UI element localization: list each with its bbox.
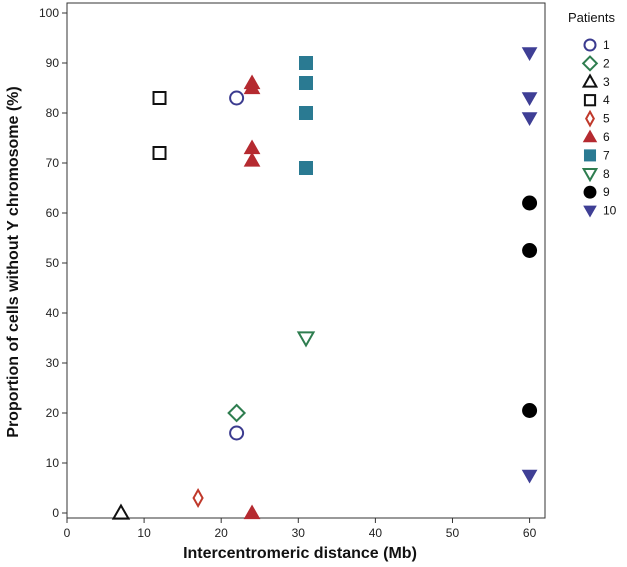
y-tick-label: 100: [39, 6, 59, 20]
data-point-patient-1: [229, 90, 245, 106]
legend-label: 10: [603, 204, 617, 218]
legend-item-patient-4: 4: [583, 93, 610, 107]
y-tick-label: 30: [46, 356, 60, 370]
legend-item-patient-8: 8: [581, 167, 610, 183]
legend-item-patient-3: 3: [581, 73, 610, 89]
data-point-patient-10: [521, 112, 538, 127]
y-tick-label: 40: [46, 306, 60, 320]
legend-item-patient-6: 6: [582, 129, 610, 144]
y-tick-label: 50: [46, 256, 60, 270]
data-point-patient-6: [243, 151, 261, 167]
data-point-patient-8: [296, 331, 316, 348]
data-point-patient-6: [243, 79, 261, 95]
data-point-patient-7: [299, 161, 313, 175]
x-tick-label: 20: [215, 526, 229, 540]
y-tick-label: 90: [46, 56, 60, 70]
data-point-patient-5: [192, 487, 204, 509]
data-point-patient-10: [521, 469, 538, 484]
legend-item-patient-10: 10: [583, 204, 617, 218]
x-tick-label: 60: [523, 526, 537, 540]
y-tick-label: 10: [46, 456, 60, 470]
legend-title: Patients: [568, 10, 615, 25]
legend-item-patient-9: 9: [583, 185, 610, 199]
x-axis-title: Intercentromeric distance (Mb): [183, 545, 417, 562]
legend-label: 5: [603, 112, 610, 126]
legend-marker-icon: [583, 149, 597, 162]
legend-label: 6: [603, 130, 610, 144]
x-axis: 0 10 20 30 40 50 60: [64, 518, 537, 540]
legend-marker-icon: [583, 38, 597, 52]
legend-item-patient-5: 5: [585, 109, 610, 128]
x-tick-label: 40: [369, 526, 383, 540]
legend-label: 3: [603, 75, 610, 89]
data-point-patient-4: [152, 146, 167, 160]
legend-item-patient-1: 1: [583, 38, 610, 52]
legend-label: 8: [603, 167, 610, 181]
legend-marker-icon: [583, 205, 597, 218]
legend-marker-icon: [583, 185, 597, 199]
legend-label: 7: [603, 148, 610, 162]
legend-marker-icon: [581, 73, 599, 88]
x-tick-label: 10: [137, 526, 151, 540]
legend-marker-icon: [583, 94, 597, 107]
legend-label: 1: [603, 38, 610, 52]
data-point-patient-9: [522, 403, 538, 418]
y-tick-label: 70: [46, 156, 60, 170]
legend-marker-icon: [582, 129, 598, 143]
y-tick-label: 60: [46, 206, 60, 220]
data-point-patient-6: [243, 504, 261, 520]
data-points: [111, 47, 538, 520]
data-point-patient-3: [111, 503, 131, 520]
data-point-patient-10: [521, 47, 538, 62]
data-point-patient-2: [227, 403, 247, 423]
data-point-patient-4: [152, 91, 167, 105]
data-point-patient-7: [299, 76, 313, 90]
y-axis-title: Proportion of cells without Y chromosome…: [5, 86, 22, 437]
legend: Patients 1 2 3 4 5 6 7 8 9 10: [568, 10, 617, 218]
x-tick-label: 50: [446, 526, 460, 540]
legend-marker-icon: [581, 168, 599, 183]
legend-label: 2: [603, 56, 610, 70]
legend-label: 4: [603, 93, 610, 107]
y-tick-label: 0: [52, 506, 59, 520]
data-point-patient-7: [299, 56, 313, 70]
data-point-patient-7: [299, 106, 313, 120]
legend-item-patient-2: 2: [581, 55, 610, 72]
y-tick-label: 80: [46, 106, 60, 120]
y-tick-label: 20: [46, 406, 60, 420]
data-point-patient-9: [522, 195, 538, 211]
legend-item-patient-7: 7: [583, 148, 610, 162]
plot-frame: [66, 2, 546, 519]
data-point-patient-1: [229, 425, 245, 441]
x-tick-label: 30: [292, 526, 306, 540]
legend-marker-icon: [585, 109, 595, 128]
legend-marker-icon: [581, 55, 599, 72]
data-point-patient-9: [522, 243, 538, 258]
x-tick-label: 0: [64, 526, 71, 540]
y-axis: 0 10 20 30 40 50 60 70 80 90 100: [39, 6, 67, 520]
data-point-patient-10: [521, 92, 538, 107]
data-point-patient-6: [243, 139, 261, 155]
legend-label: 9: [603, 185, 610, 199]
plot-area: [66, 2, 546, 519]
